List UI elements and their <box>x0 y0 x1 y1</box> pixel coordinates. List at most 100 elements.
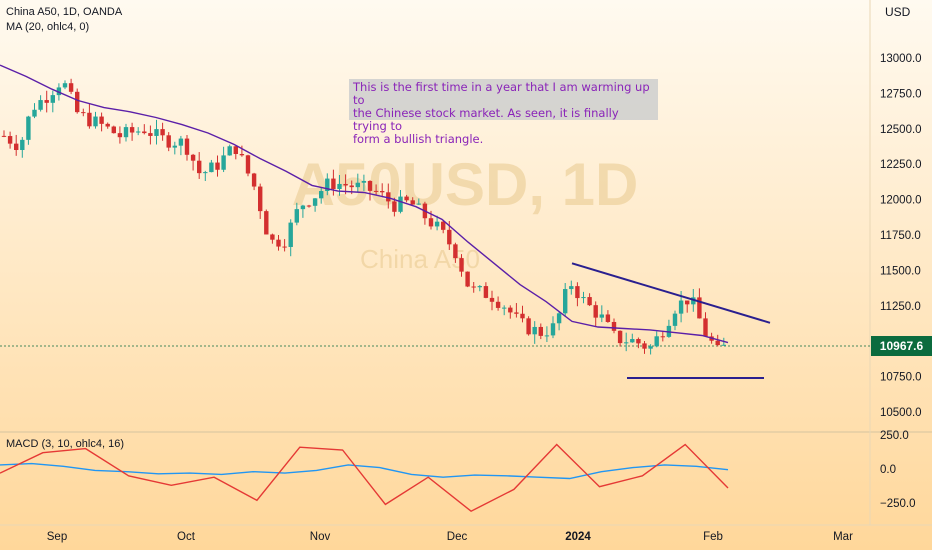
candle-body <box>459 258 464 272</box>
price-tick-label: 12250.0 <box>880 159 922 171</box>
candle-body <box>410 200 415 205</box>
candle-body <box>325 178 330 192</box>
candle-body <box>685 300 690 305</box>
candle-body <box>270 234 275 240</box>
candle-body <box>453 244 458 259</box>
price-tick-label: 11750.0 <box>880 230 921 242</box>
candle-body <box>178 138 184 146</box>
candle-body <box>538 326 543 336</box>
candle-body <box>300 205 306 210</box>
candle-body <box>221 155 226 170</box>
candle-body <box>508 307 513 313</box>
candle-body <box>392 201 397 212</box>
macd-legend[interactable]: MACD (3, 10, ohlc4, 16) <box>6 438 124 450</box>
candle-body <box>56 87 62 96</box>
annotation-line-3: form a bullish triangle. <box>353 132 484 146</box>
candle-body <box>489 297 495 302</box>
watermark-symbol: A50USD, 1D <box>292 151 639 218</box>
ma-legend[interactable]: MA (20, ohlc4, 0) <box>6 21 90 33</box>
candle-body <box>471 286 476 288</box>
candle-body <box>1 135 7 137</box>
macd-axis: 250.0 0.0 −250.0 <box>880 430 916 510</box>
candle-body <box>367 180 373 191</box>
currency-label[interactable]: USD <box>885 5 911 19</box>
annotation-note[interactable]: This is the first time in a year that I … <box>349 79 658 146</box>
candle-body <box>258 186 263 212</box>
candle-body <box>672 313 678 326</box>
candle-body <box>691 297 696 305</box>
time-tick-label: Nov <box>310 531 331 543</box>
candle-body <box>87 112 92 127</box>
candle-body <box>624 342 629 344</box>
candle-body <box>264 211 269 235</box>
candle-body <box>50 95 55 103</box>
time-tick-label: Feb <box>703 531 723 543</box>
candle-body <box>337 183 342 190</box>
candle-body <box>312 198 318 206</box>
price-axis[interactable]: 10500.010750.011000.011250.011500.011750… <box>880 53 922 419</box>
annotation-line-2: the Chinese stock market. As seen, it is… <box>353 106 619 133</box>
candle-body <box>502 307 507 309</box>
candle-body <box>520 313 525 319</box>
candle-body <box>319 191 324 199</box>
candle-body <box>617 330 623 344</box>
candle-body <box>227 146 232 156</box>
candle-body <box>563 289 568 314</box>
candle-body <box>7 136 13 144</box>
candle-body <box>544 335 550 337</box>
price-tick-label: 12500.0 <box>880 124 922 136</box>
candle-body <box>99 116 104 124</box>
candle-body <box>251 173 257 187</box>
price-tick-label: 12000.0 <box>880 195 922 207</box>
candle-body <box>331 178 336 190</box>
price-tick-label: 13000.0 <box>880 53 922 65</box>
candle-body <box>276 239 281 247</box>
candle-body <box>514 312 519 314</box>
candle-body <box>190 154 196 161</box>
candle-body <box>142 131 147 134</box>
candle-body <box>654 336 659 347</box>
candle-body <box>26 116 31 140</box>
candle-body <box>160 129 165 136</box>
signal-line <box>0 443 729 513</box>
candle-body <box>428 218 434 227</box>
time-tick-label: Sep <box>47 531 67 543</box>
candle-body <box>404 196 409 201</box>
candle-body <box>81 112 86 114</box>
macd-tick-label: 0.0 <box>880 464 896 476</box>
candle-body <box>441 221 446 230</box>
candle-body <box>203 172 208 174</box>
candle-body <box>477 286 482 288</box>
price-tick-label: 10500.0 <box>880 407 922 419</box>
time-axis[interactable]: Sep Oct Nov Dec 2024 Feb Mar <box>47 531 853 543</box>
trendlines-group[interactable] <box>571 262 771 380</box>
candle-body <box>447 229 452 245</box>
candle-body <box>532 326 537 335</box>
candle-body <box>605 314 611 322</box>
candle-body <box>117 133 123 138</box>
candle-body <box>282 246 287 248</box>
candle-body <box>209 162 214 173</box>
candle-body <box>129 127 135 133</box>
candle-body <box>172 145 177 148</box>
candle-body <box>611 321 617 331</box>
candle-body <box>697 297 702 319</box>
candle-body <box>306 205 312 207</box>
candle-body <box>197 160 202 174</box>
candle-body <box>593 305 598 318</box>
candle-body <box>44 100 49 103</box>
time-tick-label: Mar <box>833 531 853 543</box>
candle-body <box>166 135 171 148</box>
candle-body <box>630 339 635 343</box>
candle-body <box>483 286 489 298</box>
candle-body <box>75 91 80 113</box>
candle-body <box>599 314 604 318</box>
symbol-title[interactable]: China A50, 1D, OANDA <box>6 6 123 18</box>
candle-body <box>288 222 293 247</box>
candle-body <box>660 336 665 338</box>
annotation-line-1: This is the first time in a year that I … <box>353 80 650 107</box>
candle-body <box>587 297 592 306</box>
candle-body <box>581 297 586 299</box>
candle-body <box>642 343 647 349</box>
candle-body <box>105 123 110 127</box>
